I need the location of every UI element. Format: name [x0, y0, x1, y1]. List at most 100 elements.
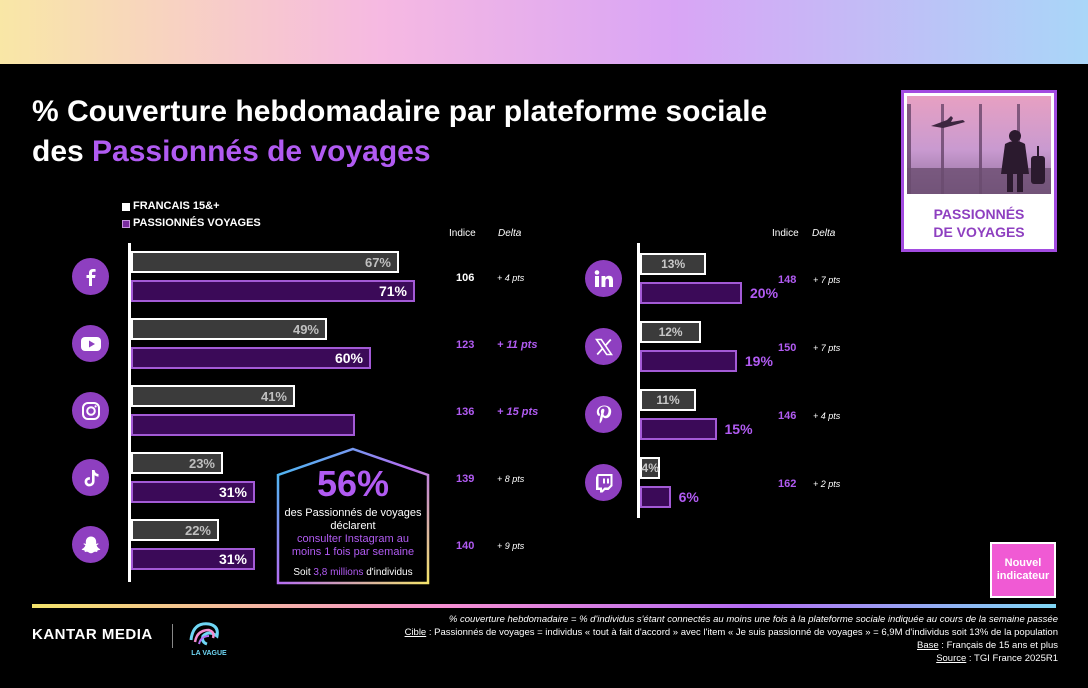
facebook-icon — [72, 258, 109, 295]
footer-line4-label: Source — [936, 653, 967, 664]
target-label-line1: PASSIONNÉS — [933, 206, 1025, 222]
bar-passionnes-youtube: 60% — [131, 347, 371, 369]
la-vague-text: LA VAGUE — [191, 650, 227, 657]
legend-swatch-passionnes — [122, 219, 130, 228]
value-label-passionnes: 6% — [678, 489, 699, 505]
bar-passionnes-instagram — [131, 414, 355, 436]
value-label-passionnes: 31% — [218, 551, 247, 567]
footer-source: Source : TGI France 2025R1 — [936, 653, 1058, 664]
page-title: % Couverture hebdomadaire par plateforme… — [32, 92, 767, 172]
footer-line1: % couverture hebdomadaire = % d'individu… — [448, 614, 1058, 625]
la-vague-logo: LA VAGUE — [183, 614, 235, 658]
footer-line3-text: : Français de 15 ans et plus — [938, 640, 1058, 651]
bar-francais-linkedin: 13% — [640, 253, 707, 275]
target-card: PASSIONNÉS DE VOYAGES — [901, 90, 1057, 252]
value-label-francais: 11% — [656, 393, 680, 407]
pinterest-icon — [585, 396, 622, 433]
indice-value: 162 — [778, 478, 797, 490]
badge-line1: Nouvel — [1004, 557, 1042, 569]
value-label-passionnes: 20% — [750, 285, 779, 301]
legend-swatch-francais — [122, 202, 130, 211]
value-label-passionnes: 71% — [378, 283, 407, 299]
target-label-line2: DE VOYAGES — [933, 224, 1025, 240]
value-label-passionnes: 60% — [334, 350, 363, 366]
delta-value: + 9 pts — [497, 541, 525, 551]
value-label-francais: 67% — [364, 254, 391, 270]
legend-label-francais: FRANCAIS 15&+ — [133, 200, 220, 212]
bar-francais-facebook: 67% — [131, 251, 399, 273]
indice-value: 139 — [456, 473, 475, 485]
delta-header-left: Delta — [498, 228, 522, 239]
value-label-passionnes: 19% — [744, 353, 773, 369]
callout-text3-prefix: Soit — [293, 567, 314, 578]
value-label-passionnes: 31% — [218, 484, 247, 500]
value-label-francais: 41% — [260, 388, 287, 404]
bar-francais-x: 12% — [640, 321, 702, 343]
bar-francais-instagram: 41% — [131, 385, 295, 407]
bar-francais-snapchat: 22% — [131, 519, 219, 541]
indice-value: 136 — [456, 406, 475, 418]
indice-value: 140 — [456, 540, 475, 552]
delta-value: + 4 pts — [497, 273, 525, 283]
target-label: PASSIONNÉS DE VOYAGES — [907, 197, 1051, 249]
youtube-icon — [72, 325, 109, 362]
delta-value: + 11 pts — [497, 339, 538, 351]
delta-value: + 15 pts — [497, 406, 539, 418]
bar-francais-youtube: 49% — [131, 318, 327, 340]
tiktok-icon — [72, 459, 109, 496]
footer-cible: Cible : Passionnés de voyages = individu… — [405, 627, 1058, 638]
delta-value: + 4 pts — [813, 411, 841, 421]
bar-francais-twitch: 4% — [640, 457, 661, 479]
value-label-passionnes: 15% — [724, 421, 753, 437]
delta-value: + 8 pts — [497, 474, 525, 484]
snapchat-icon — [72, 526, 109, 563]
instagram-callout: 56% des Passionnés de voyages déclarent … — [276, 447, 430, 585]
footer-line3-label: Base — [917, 640, 939, 651]
indice-value: 150 — [778, 342, 797, 354]
bar-passionnes-tiktok: 31% — [131, 481, 255, 503]
indice-header-left: Indice — [449, 228, 476, 239]
title-line2-accent: Passionnés de voyages — [92, 135, 431, 168]
left-chart-axis — [128, 243, 131, 582]
footer-line4-text: : TGI France 2025R1 — [966, 653, 1058, 664]
indice-value: 148 — [778, 274, 797, 286]
value-label-francais: 23% — [188, 455, 215, 471]
value-label-francais: 22% — [184, 522, 211, 538]
value-label-francais: 4% — [641, 461, 659, 475]
bar-passionnes-x — [640, 350, 737, 372]
logo-separator — [172, 624, 173, 648]
legend-label-passionnes: PASSIONNÉS VOYAGES — [133, 217, 261, 229]
badge-line2: indicateur — [996, 570, 1050, 582]
footer-line2-text: : Passionnés de voyages = individus « to… — [426, 627, 1058, 638]
title-line1: % Couverture hebdomadaire par plateforme… — [32, 95, 768, 128]
delta-value: + 7 pts — [813, 275, 841, 285]
footer-divider — [32, 604, 1056, 608]
callout-frame — [276, 447, 430, 585]
airport-traveler-photo — [907, 96, 1051, 194]
footer-base: Base : Français de 15 ans et plus — [917, 640, 1058, 651]
callout-text3: Soit 3,8 millions d'individus — [282, 567, 424, 578]
footer-definition: % couverture hebdomadaire = % d'individu… — [449, 614, 1058, 625]
callout-text3-suffix: d'individus — [363, 567, 413, 578]
delta-header-right: Delta — [812, 228, 836, 239]
callout-text2: consulter Instagram au moins 1 fois par … — [291, 533, 415, 558]
callout-value: 56% — [316, 463, 390, 504]
right-chart-axis — [637, 243, 640, 518]
kantar-media-logo: KANTAR MEDIA — [32, 626, 153, 643]
callout-text3-highlight: 3,8 millions — [313, 567, 364, 578]
new-indicator-badge: Nouvel indicateur — [990, 542, 1056, 598]
twitch-icon — [585, 464, 622, 501]
value-label-francais: 13% — [661, 257, 686, 271]
indice-value: 123 — [456, 339, 475, 351]
bar-passionnes-linkedin — [640, 282, 742, 304]
bar-passionnes-twitch — [640, 486, 671, 508]
bar-francais-tiktok: 23% — [131, 452, 223, 474]
top-gradient-band — [0, 0, 1088, 64]
indice-header-right: Indice — [772, 228, 799, 239]
value-label-francais: 12% — [658, 325, 683, 339]
linkedin-icon — [585, 260, 622, 297]
value-label-francais: 49% — [292, 321, 319, 337]
bar-passionnes-pinterest — [640, 418, 717, 440]
callout-text1: des Passionnés de voyages déclarent — [284, 507, 422, 532]
bar-francais-pinterest: 11% — [640, 389, 697, 411]
